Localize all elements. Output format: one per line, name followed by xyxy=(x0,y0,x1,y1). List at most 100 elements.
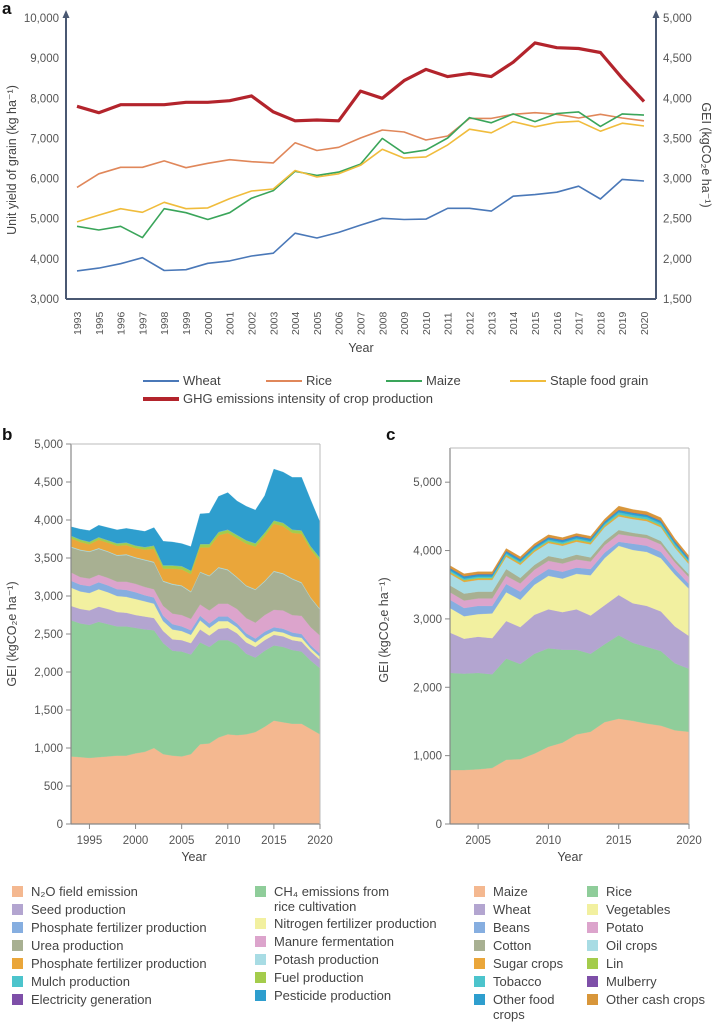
line-ghg-emissions-intensity-of-crop-production xyxy=(76,41,646,123)
x-tick-label: 1993 xyxy=(72,311,84,335)
right-axis-arrow-icon xyxy=(652,10,660,18)
x-tick-label: 2000 xyxy=(203,311,215,335)
y-tick-label: 8,000 xyxy=(30,93,59,105)
y2-tick-label: 3,500 xyxy=(663,133,692,145)
x-tick-label: 2014 xyxy=(508,311,520,335)
panel-c-legend-swatch xyxy=(587,940,598,951)
y-tick-label: 500 xyxy=(44,781,63,793)
panel-b-legend-swatch xyxy=(255,918,266,929)
panel-b-legend-swatch xyxy=(12,904,23,915)
x-tick-label: 2005 xyxy=(312,311,324,335)
y-tick-label: 1,000 xyxy=(413,751,442,763)
x-tick-label: 2004 xyxy=(290,311,302,335)
panel-b-legend-swatch xyxy=(12,886,23,897)
x-tick-label: 1997 xyxy=(137,311,149,335)
panel-c-legend-label: Sugar crops xyxy=(493,956,564,971)
panel-b-legend-label: Electricity generation xyxy=(31,992,152,1007)
panel-b-legend-swatch xyxy=(12,976,23,987)
line-maize xyxy=(76,111,645,239)
y-tick-label: 2,000 xyxy=(34,667,63,679)
y2-tick-label: 2,500 xyxy=(663,214,692,226)
x-tick-label: 2010 xyxy=(536,835,562,847)
y-tick-label: 3,000 xyxy=(413,614,442,626)
x-tick-label: 1998 xyxy=(159,311,171,335)
legend-line-swatch xyxy=(510,380,546,382)
legend-label: Maize xyxy=(426,373,461,388)
panel-c-legend-label: Lin xyxy=(606,956,624,971)
panel-label-c: c xyxy=(386,425,395,444)
y-tick-label: 3,000 xyxy=(34,591,63,603)
panel-b-legend-label: Mulch production xyxy=(31,974,130,989)
x-tick-label: 2010 xyxy=(421,311,433,335)
panel-b-legend-swatch xyxy=(255,954,266,965)
x-axis-title: Year xyxy=(181,850,206,864)
y-tick-label: 6,000 xyxy=(30,174,59,186)
panel-c-legend-swatch xyxy=(587,958,598,969)
panel-c-legend-label: Tobacco xyxy=(493,974,542,989)
panel-b-legend-label: rice cultivation xyxy=(274,899,357,914)
y2-tick-label: 2,000 xyxy=(663,254,692,266)
line-wheat xyxy=(76,178,645,272)
legend-label: Staple food grain xyxy=(550,373,649,388)
x-tick-label: 2006 xyxy=(334,311,346,335)
x-tick-label: 2007 xyxy=(356,311,368,335)
y-tick-label: 1,000 xyxy=(34,743,63,755)
x-tick-label: 2008 xyxy=(377,311,389,335)
legend-line-swatch xyxy=(143,380,179,382)
y-tick-label: 2,500 xyxy=(34,629,63,641)
panel-c-legend-label: Wheat xyxy=(493,902,531,917)
y-tick-label: 4,000 xyxy=(30,254,59,266)
y-tick-label: 7,000 xyxy=(30,133,59,145)
panel-c-legend-swatch xyxy=(474,904,485,915)
y2-tick-label: 4,500 xyxy=(663,53,692,65)
panel-b-legend-label: N₂O field emission xyxy=(31,884,138,899)
y-axis-title: GEI (kgCO₂e ha⁻¹) xyxy=(377,577,391,682)
x-tick-label: 1999 xyxy=(181,311,193,335)
panel-b-legend-label: Nitrogen fertilizer production xyxy=(274,916,437,931)
panel-b-legend-swatch xyxy=(12,940,23,951)
y-tick-label: 3,000 xyxy=(30,294,59,306)
x-tick-label: 2015 xyxy=(261,835,287,847)
x-tick-label: 2016 xyxy=(552,311,564,335)
panel-b-legend-label: Fuel production xyxy=(274,970,364,985)
legend-label: GHG emissions intensity of crop producti… xyxy=(183,391,433,406)
x-tick-label: 2012 xyxy=(465,311,477,335)
y2-tick-label: 5,000 xyxy=(663,13,692,25)
y-tick-label: 5,000 xyxy=(30,214,59,226)
panel-c-legend-label: Beans xyxy=(493,920,530,935)
y2-tick-label: 4,000 xyxy=(663,93,692,105)
x-tick-label: 2011 xyxy=(443,312,455,335)
panel-b-legend-label: Seed production xyxy=(31,902,126,917)
x-tick-label: 1995 xyxy=(94,311,106,335)
panel-c-legend-swatch xyxy=(587,922,598,933)
x-tick-label: 1996 xyxy=(116,311,128,335)
y-tick-label: 3,500 xyxy=(34,553,63,565)
panel-c-legend-label: Vegetables xyxy=(606,902,671,917)
panel-b-legend-label: Manure fermentation xyxy=(274,934,394,949)
x-tick-label: 2002 xyxy=(246,311,258,335)
panel-c-legend-label: Mulberry xyxy=(606,974,657,989)
panel-c-legend-swatch xyxy=(587,886,598,897)
panel-c-legend-label: Oil crops xyxy=(606,938,658,953)
x-tick-label: 2001 xyxy=(225,311,237,335)
y-tick-label: 9,000 xyxy=(30,53,59,65)
y-tick-label: 0 xyxy=(436,819,442,831)
line-rice xyxy=(76,111,645,189)
x-tick-label: 2005 xyxy=(465,835,491,847)
x-tick-label: 2009 xyxy=(399,311,411,335)
x-tick-label: 2020 xyxy=(676,835,702,847)
legend-line-swatch xyxy=(386,380,422,382)
panel-c-legend-swatch xyxy=(587,976,598,987)
panel-c-legend-label: Maize xyxy=(493,884,528,899)
y-tick-label: 4,000 xyxy=(34,515,63,527)
x-tick-label: 2010 xyxy=(215,835,241,847)
panel-b-legend-swatch xyxy=(12,994,23,1005)
x-tick-label: 2020 xyxy=(307,835,333,847)
panel-b-legend-label: Phosphate fertilizer production xyxy=(31,920,207,935)
panel-c-legend-swatch xyxy=(587,904,598,915)
y2-tick-label: 3,000 xyxy=(663,174,692,186)
x-axis-title: Year xyxy=(348,341,373,355)
panel-b-legend-label: Phosphate fertilizer production xyxy=(31,956,207,971)
y-tick-label: 5,000 xyxy=(413,477,442,489)
